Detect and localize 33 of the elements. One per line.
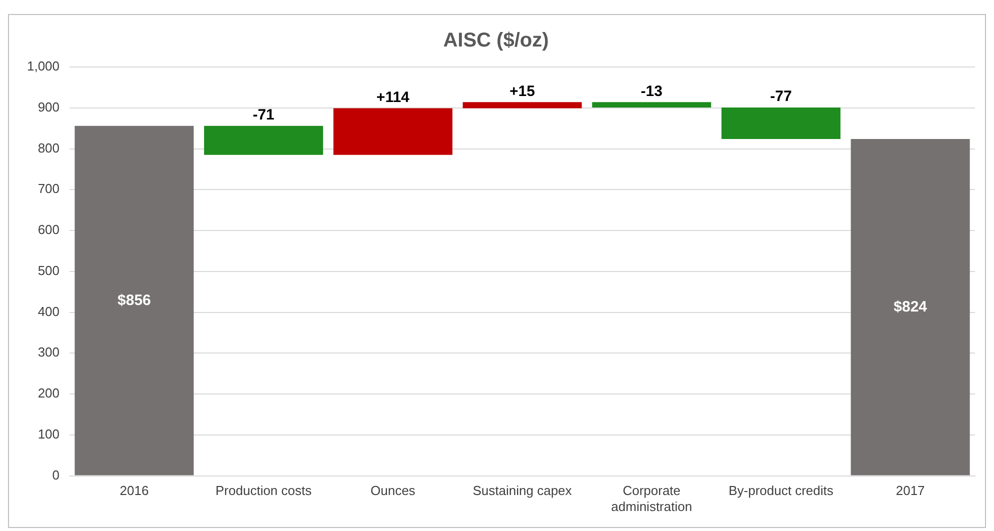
y-tick-label: 900 bbox=[38, 99, 60, 114]
y-tick-label: 1,000 bbox=[26, 58, 60, 74]
x-tick-label: Corporate administration bbox=[611, 483, 692, 514]
x-tick-label: Sustaining capex bbox=[472, 483, 572, 498]
data-label: $856 bbox=[118, 292, 151, 309]
y-tick-label: 0 bbox=[52, 467, 60, 482]
y-tick-label: 800 bbox=[38, 140, 60, 156]
data-label: -71 bbox=[252, 106, 274, 124]
y-tick-label: 500 bbox=[38, 262, 60, 278]
bar bbox=[850, 138, 970, 476]
x-tick-label: 2016 bbox=[120, 483, 149, 498]
bar bbox=[721, 107, 840, 139]
x-tick-label: 2017 bbox=[896, 483, 925, 498]
x-tick-label: By-product credits bbox=[728, 483, 834, 498]
bar bbox=[74, 126, 194, 476]
bar bbox=[462, 102, 582, 108]
y-tick-label: 700 bbox=[38, 181, 60, 196]
data-label: -77 bbox=[770, 88, 792, 106]
x-tick-label: Ounces bbox=[370, 483, 416, 498]
bar bbox=[333, 108, 452, 155]
bar bbox=[592, 102, 712, 108]
data-label: -13 bbox=[640, 82, 662, 100]
bar bbox=[204, 126, 324, 155]
x-tick-label: Production costs bbox=[216, 483, 312, 498]
data-label: $824 bbox=[894, 298, 928, 316]
data-label: +114 bbox=[376, 88, 410, 106]
chart-title: AISC ($/oz) bbox=[443, 30, 549, 52]
y-tick-label: 100 bbox=[38, 426, 60, 442]
y-tick-label: 300 bbox=[38, 344, 60, 360]
y-tick-label: 600 bbox=[38, 222, 60, 238]
y-tick-label: 400 bbox=[38, 304, 60, 319]
data-label: +15 bbox=[510, 82, 535, 100]
y-tick-label: 200 bbox=[38, 386, 60, 401]
